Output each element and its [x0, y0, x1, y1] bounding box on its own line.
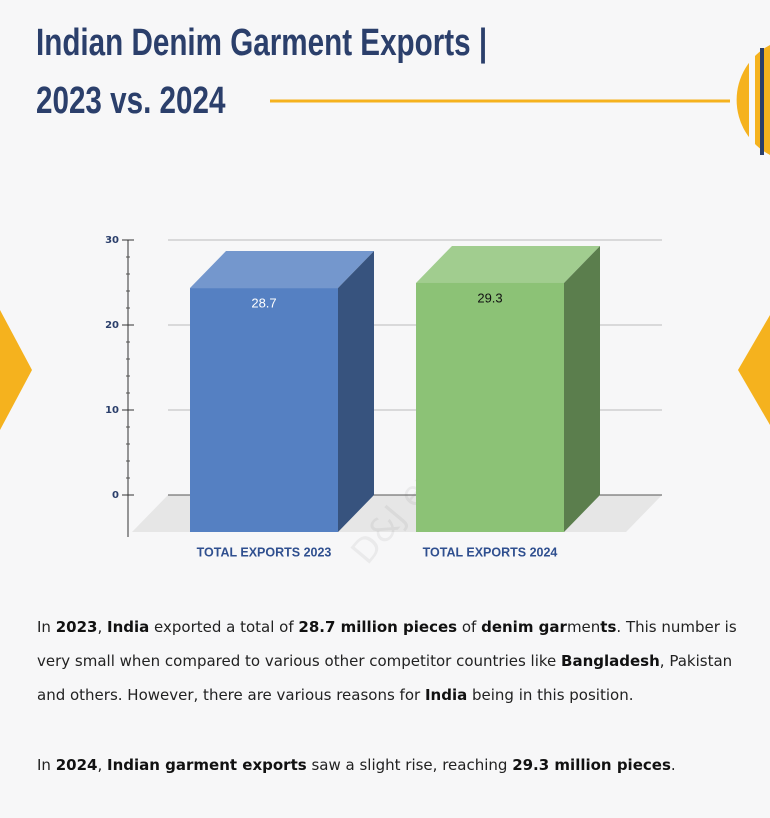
text-run: . This number is very small when compare… — [37, 618, 737, 670]
text-body: In 2023, India exported a total of 28.7 … — [37, 610, 742, 818]
text-run: In — [37, 756, 56, 774]
y-tick-label: 10 — [105, 405, 119, 416]
text-run: , — [97, 756, 107, 774]
text-run: ts — [600, 618, 617, 636]
text-run: 28.7 million pieces — [298, 618, 458, 636]
y-tick-label: 30 — [105, 235, 119, 246]
value-label: 29.3 — [477, 290, 502, 305]
text-run: India — [107, 618, 150, 636]
text-run: Indian garment exports — [107, 756, 307, 774]
text-run: denim gar — [481, 618, 567, 636]
bar-side — [338, 251, 374, 533]
bar — [416, 282, 564, 532]
text-run: , Pakistan and others. However, there ar… — [37, 652, 733, 704]
y-tick-label: 0 — [112, 490, 119, 501]
bar — [190, 288, 338, 532]
decor — [0, 310, 32, 430]
paragraph: In 2023, India exported a total of 28.7 … — [37, 610, 742, 712]
text-run: India — [424, 686, 468, 704]
text-run: exported a total of — [149, 618, 299, 636]
page: Indian Denim Garment Exports | 2023 vs. … — [0, 21, 770, 774]
value-label: 28.7 — [251, 295, 276, 310]
x-tick-label: TOTAL EXPORTS 2023 — [197, 545, 332, 559]
decor — [738, 315, 770, 425]
chart-title: Indian Denim Garment Exports | — [36, 22, 487, 64]
text-run: In — [37, 618, 56, 636]
text-run: 2023 — [55, 618, 98, 636]
text-run: 2024 — [55, 756, 98, 774]
paragraph: In 2024, Indian garment exports saw a sl… — [37, 748, 742, 782]
text-run: saw a slight rise, reaching — [306, 756, 513, 774]
text-run: , — [97, 618, 107, 636]
text-run: men — [566, 618, 601, 636]
text-run: . — [670, 756, 676, 774]
chart: Indian Denim Garment Exports | 2023 vs. … — [0, 22, 770, 572]
text-run: Bangladesh — [561, 652, 660, 670]
text-run: 29.3 million pieces — [512, 756, 671, 774]
x-tick-label: TOTAL EXPORTS 2024 — [423, 545, 558, 559]
bar-side — [564, 245, 600, 532]
bar-top — [190, 251, 374, 289]
text-run: of — [457, 618, 482, 636]
bar-top — [416, 245, 600, 283]
text-run: being in this position. — [467, 686, 634, 704]
chart-title: 2023 vs. 2024 — [36, 80, 226, 122]
y-tick-label: 20 — [105, 320, 119, 331]
